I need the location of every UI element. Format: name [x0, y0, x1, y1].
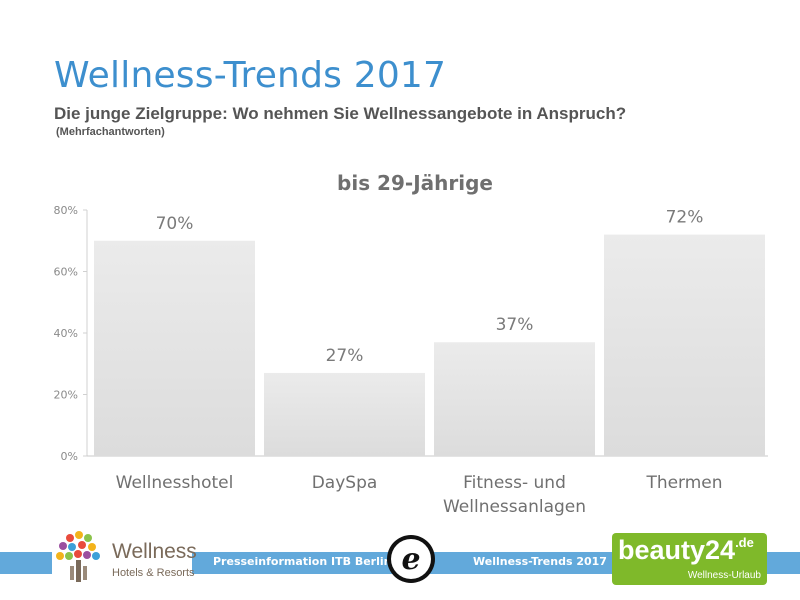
page-subtitle: Die junge Zielgruppe: Wo nehmen Sie Well…	[54, 104, 627, 123]
bar-value-label: 72%	[666, 208, 704, 228]
y-tick-label: 60%	[54, 266, 78, 279]
bar	[264, 372, 425, 456]
x-category-label: Fitness- und	[463, 473, 566, 493]
y-tick-label: 0%	[61, 450, 78, 463]
x-category-label: DaySpa	[312, 473, 378, 493]
e-badge-letter: e	[401, 542, 420, 577]
bar	[434, 342, 595, 456]
y-tick-label: 40%	[54, 327, 78, 340]
wellness-hotels-logo: Wellness Hotels & Resorts	[52, 528, 197, 590]
bar-value-label: 70%	[156, 214, 194, 234]
x-category-label: Thermen	[645, 473, 722, 493]
multiple-answers-note: (Mehrfachantworten)	[56, 126, 165, 138]
bar	[604, 234, 765, 456]
bar-value-label: 37%	[496, 315, 534, 335]
wellness-logo-name: Wellness	[112, 540, 197, 563]
bar-value-label: 27%	[326, 346, 364, 366]
y-tick-label: 80%	[54, 204, 78, 217]
bar	[94, 240, 255, 456]
wellness-logo-sub: Hotels & Resorts	[112, 567, 195, 579]
beauty24-logo: beauty24.de Wellness-Urlaub	[612, 533, 767, 585]
beauty24-logo-suffix: .de	[735, 535, 754, 550]
tree-icon	[56, 531, 100, 582]
chart-title: bis 29-Jährige	[337, 171, 493, 195]
y-tick-label: 20%	[54, 389, 78, 402]
footer-trends: Wellness-Trends 2017	[473, 555, 607, 568]
page-title: Wellness-Trends 2017	[54, 55, 447, 96]
x-category-label: Wellnesshotel	[116, 473, 234, 493]
footer-press-info: Presseinformation ITB Berlin	[213, 555, 392, 568]
x-category-label: Wellnessanlagen	[443, 497, 586, 517]
beauty24-logo-sub: Wellness-Urlaub	[687, 570, 761, 581]
beauty24-logo-name: beauty24.de	[618, 535, 754, 565]
e-badge-icon: e	[387, 535, 435, 583]
